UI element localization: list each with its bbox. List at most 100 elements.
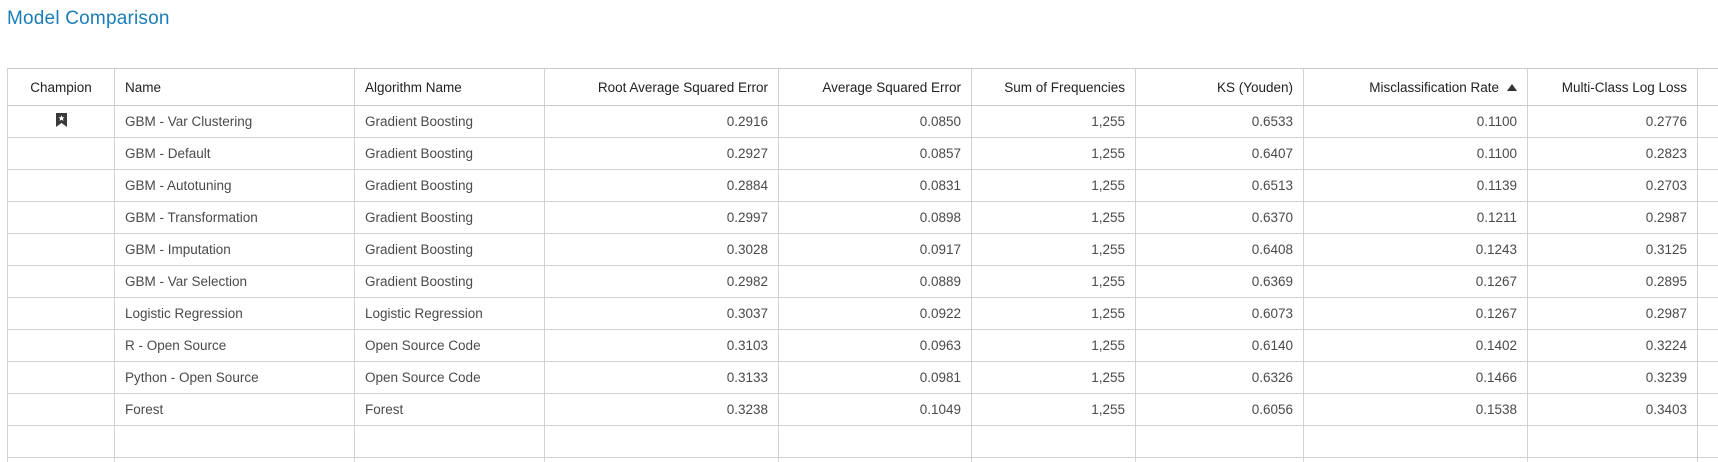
cell-root-average-squared-error: 0.3028 — [545, 234, 779, 266]
cell-average-squared-error: 0.1049 — [779, 394, 972, 426]
empty-cell — [1698, 426, 1718, 458]
empty-cell — [8, 458, 115, 462]
cell-multi-class-log-loss: 0.2823 — [1528, 138, 1698, 170]
empty-cell — [1528, 458, 1698, 462]
empty-cell — [1304, 426, 1528, 458]
column-header-root-average-squared-error[interactable]: Root Average Squared Error — [545, 69, 779, 106]
cell-algorithm-name: Gradient Boosting — [355, 170, 545, 202]
cell-name: GBM - Transformation — [115, 202, 355, 234]
column-header-sum-of-frequencies[interactable]: Sum of Frequencies — [972, 69, 1136, 106]
cell-name: GBM - Var Clustering — [115, 106, 355, 138]
column-header-multi-class-log-loss[interactable]: Multi-Class Log Loss — [1528, 69, 1698, 106]
cell-root-average-squared-error: 0.3103 — [545, 330, 779, 362]
cell-name: GBM - Default — [115, 138, 355, 170]
cell-algorithm-name: Open Source Code — [355, 330, 545, 362]
empty-cell — [1136, 426, 1304, 458]
cell-algorithm-name: Gradient Boosting — [355, 202, 545, 234]
empty-cell — [779, 426, 972, 458]
cell-misclassification-rate: 0.1100 — [1304, 106, 1528, 138]
cell-average-squared-error: 0.0831 — [779, 170, 972, 202]
cell-multi-class-log-loss: 0.3239 — [1528, 362, 1698, 394]
cell-root-average-squared-error: 0.2916 — [545, 106, 779, 138]
cell-champion — [8, 138, 115, 170]
empty-cell — [115, 458, 355, 462]
cell-name: Logistic Regression — [115, 298, 355, 330]
cell-ks-youden: 0.6407 — [1136, 138, 1304, 170]
sort-ascending-icon[interactable] — [1507, 84, 1517, 91]
cell-name: GBM - Autotuning — [115, 170, 355, 202]
cell-misclassification-rate: 0.1100 — [1304, 138, 1528, 170]
cell-overflow — [1698, 170, 1718, 202]
cell-ks-youden: 0.6073 — [1136, 298, 1304, 330]
empty-cell — [545, 426, 779, 458]
cell-algorithm-name: Open Source Code — [355, 362, 545, 394]
empty-cell — [545, 458, 779, 462]
bookmark-star-icon — [56, 113, 67, 130]
cell-algorithm-name: Gradient Boosting — [355, 138, 545, 170]
empty-cell — [1304, 458, 1528, 462]
empty-table-row — [8, 458, 1718, 462]
empty-cell — [115, 426, 355, 458]
page-title: Model Comparison — [7, 8, 170, 30]
cell-misclassification-rate: 0.1211 — [1304, 202, 1528, 234]
cell-ks-youden: 0.6326 — [1136, 362, 1304, 394]
cell-misclassification-rate: 0.1538 — [1304, 394, 1528, 426]
empty-cell — [779, 458, 972, 462]
column-header-misclassification-rate[interactable]: Misclassification Rate — [1304, 69, 1528, 106]
cell-algorithm-name: Gradient Boosting — [355, 106, 545, 138]
cell-sum-of-frequencies: 1,255 — [972, 170, 1136, 202]
cell-multi-class-log-loss: 0.3125 — [1528, 234, 1698, 266]
empty-cell — [972, 426, 1136, 458]
column-header-average-squared-error[interactable]: Average Squared Error — [779, 69, 972, 106]
cell-sum-of-frequencies: 1,255 — [972, 234, 1136, 266]
cell-multi-class-log-loss: 0.3224 — [1528, 330, 1698, 362]
column-header-overflow — [1698, 69, 1718, 106]
cell-sum-of-frequencies: 1,255 — [972, 394, 1136, 426]
cell-multi-class-log-loss: 0.2987 — [1528, 298, 1698, 330]
empty-table-row — [8, 426, 1718, 458]
cell-algorithm-name: Logistic Regression — [355, 298, 545, 330]
cell-sum-of-frequencies: 1,255 — [972, 330, 1136, 362]
cell-average-squared-error: 0.0922 — [779, 298, 972, 330]
cell-champion — [8, 106, 115, 138]
cell-name: R - Open Source — [115, 330, 355, 362]
cell-champion — [8, 298, 115, 330]
cell-misclassification-rate: 0.1139 — [1304, 170, 1528, 202]
cell-average-squared-error: 0.0850 — [779, 106, 972, 138]
cell-average-squared-error: 0.0981 — [779, 362, 972, 394]
cell-ks-youden: 0.6369 — [1136, 266, 1304, 298]
column-header-champion[interactable]: Champion — [8, 69, 115, 106]
cell-average-squared-error: 0.0917 — [779, 234, 972, 266]
cell-sum-of-frequencies: 1,255 — [972, 266, 1136, 298]
column-header-ks-youden[interactable]: KS (Youden) — [1136, 69, 1304, 106]
empty-cell — [972, 458, 1136, 462]
cell-overflow — [1698, 106, 1718, 138]
cell-root-average-squared-error: 0.3238 — [545, 394, 779, 426]
cell-misclassification-rate: 0.1402 — [1304, 330, 1528, 362]
cell-overflow — [1698, 298, 1718, 330]
column-header-name[interactable]: Name — [115, 69, 355, 106]
cell-misclassification-rate: 0.1466 — [1304, 362, 1528, 394]
column-header-algorithm-name[interactable]: Algorithm Name — [355, 69, 545, 106]
column-header-label: Misclassification Rate — [1369, 80, 1499, 95]
cell-root-average-squared-error: 0.2982 — [545, 266, 779, 298]
cell-name: Forest — [115, 394, 355, 426]
cell-champion — [8, 266, 115, 298]
cell-overflow — [1698, 234, 1718, 266]
cell-champion — [8, 234, 115, 266]
cell-sum-of-frequencies: 1,255 — [972, 106, 1136, 138]
cell-average-squared-error: 0.0963 — [779, 330, 972, 362]
cell-overflow — [1698, 394, 1718, 426]
table-header-row: Champion Name Algorithm Name Root Averag… — [8, 69, 1718, 106]
